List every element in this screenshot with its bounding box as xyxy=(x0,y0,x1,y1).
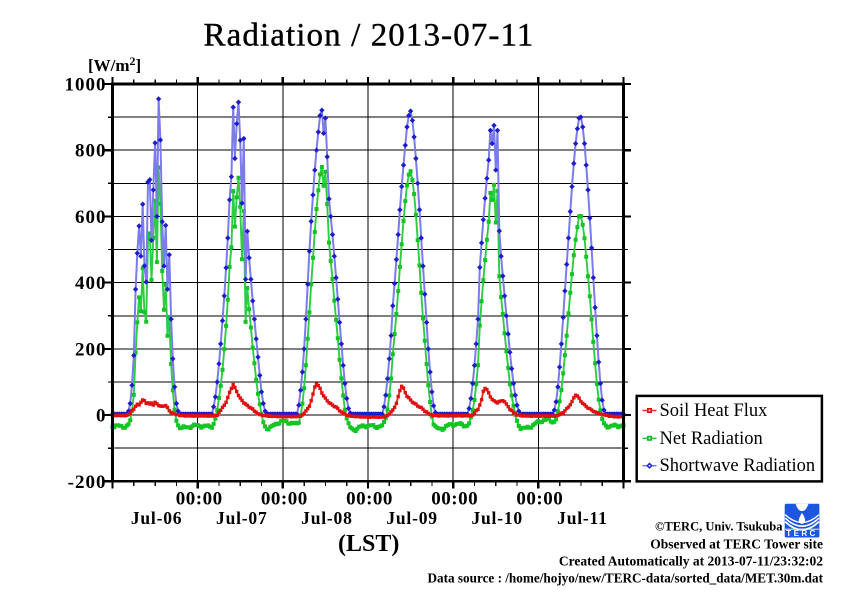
svg-text:Jul-09: Jul-09 xyxy=(386,508,437,528)
svg-text:Net Radiation: Net Radiation xyxy=(660,429,763,449)
svg-text:400: 400 xyxy=(75,273,107,294)
svg-text:0: 0 xyxy=(96,406,107,427)
svg-text:Radiation / 2013-07-11: Radiation / 2013-07-11 xyxy=(204,18,535,54)
svg-text:Observed at TERC Tower site: Observed at TERC Tower site xyxy=(650,537,823,552)
svg-text:Jul-08: Jul-08 xyxy=(301,508,352,528)
svg-text:Jul-10: Jul-10 xyxy=(471,508,522,528)
svg-text:-200: -200 xyxy=(68,472,107,493)
svg-text:Data source : /home/hojyo/new/: Data source : /home/hojyo/new/TERC-data/… xyxy=(428,570,824,585)
svg-text:800: 800 xyxy=(75,141,107,162)
svg-text:Jul-06: Jul-06 xyxy=(131,508,182,528)
svg-text:[W/m2]: [W/m2] xyxy=(88,54,141,75)
svg-text:600: 600 xyxy=(75,207,107,228)
svg-text:(LST): (LST) xyxy=(338,531,399,557)
svg-text:TERC: TERC xyxy=(786,529,817,538)
svg-text:200: 200 xyxy=(75,339,107,360)
svg-text:1000: 1000 xyxy=(65,75,107,96)
svg-text:Shortwave Radiation: Shortwave Radiation xyxy=(660,456,816,476)
svg-text:Created Automatically at 2013-: Created Automatically at 2013-07-11/23:3… xyxy=(559,553,823,568)
svg-text:00:00: 00:00 xyxy=(261,489,308,510)
svg-text:Jul-07: Jul-07 xyxy=(216,508,267,528)
svg-text:Soil Heat Flux: Soil Heat Flux xyxy=(660,401,769,421)
svg-text:00:00: 00:00 xyxy=(516,489,563,510)
svg-text:©TERC, Univ. Tsukuba: ©TERC, Univ. Tsukuba xyxy=(655,520,783,534)
svg-text:00:00: 00:00 xyxy=(176,489,223,510)
svg-text:00:00: 00:00 xyxy=(346,489,393,510)
svg-text:Jul-11: Jul-11 xyxy=(557,508,608,528)
svg-text:00:00: 00:00 xyxy=(431,489,478,510)
